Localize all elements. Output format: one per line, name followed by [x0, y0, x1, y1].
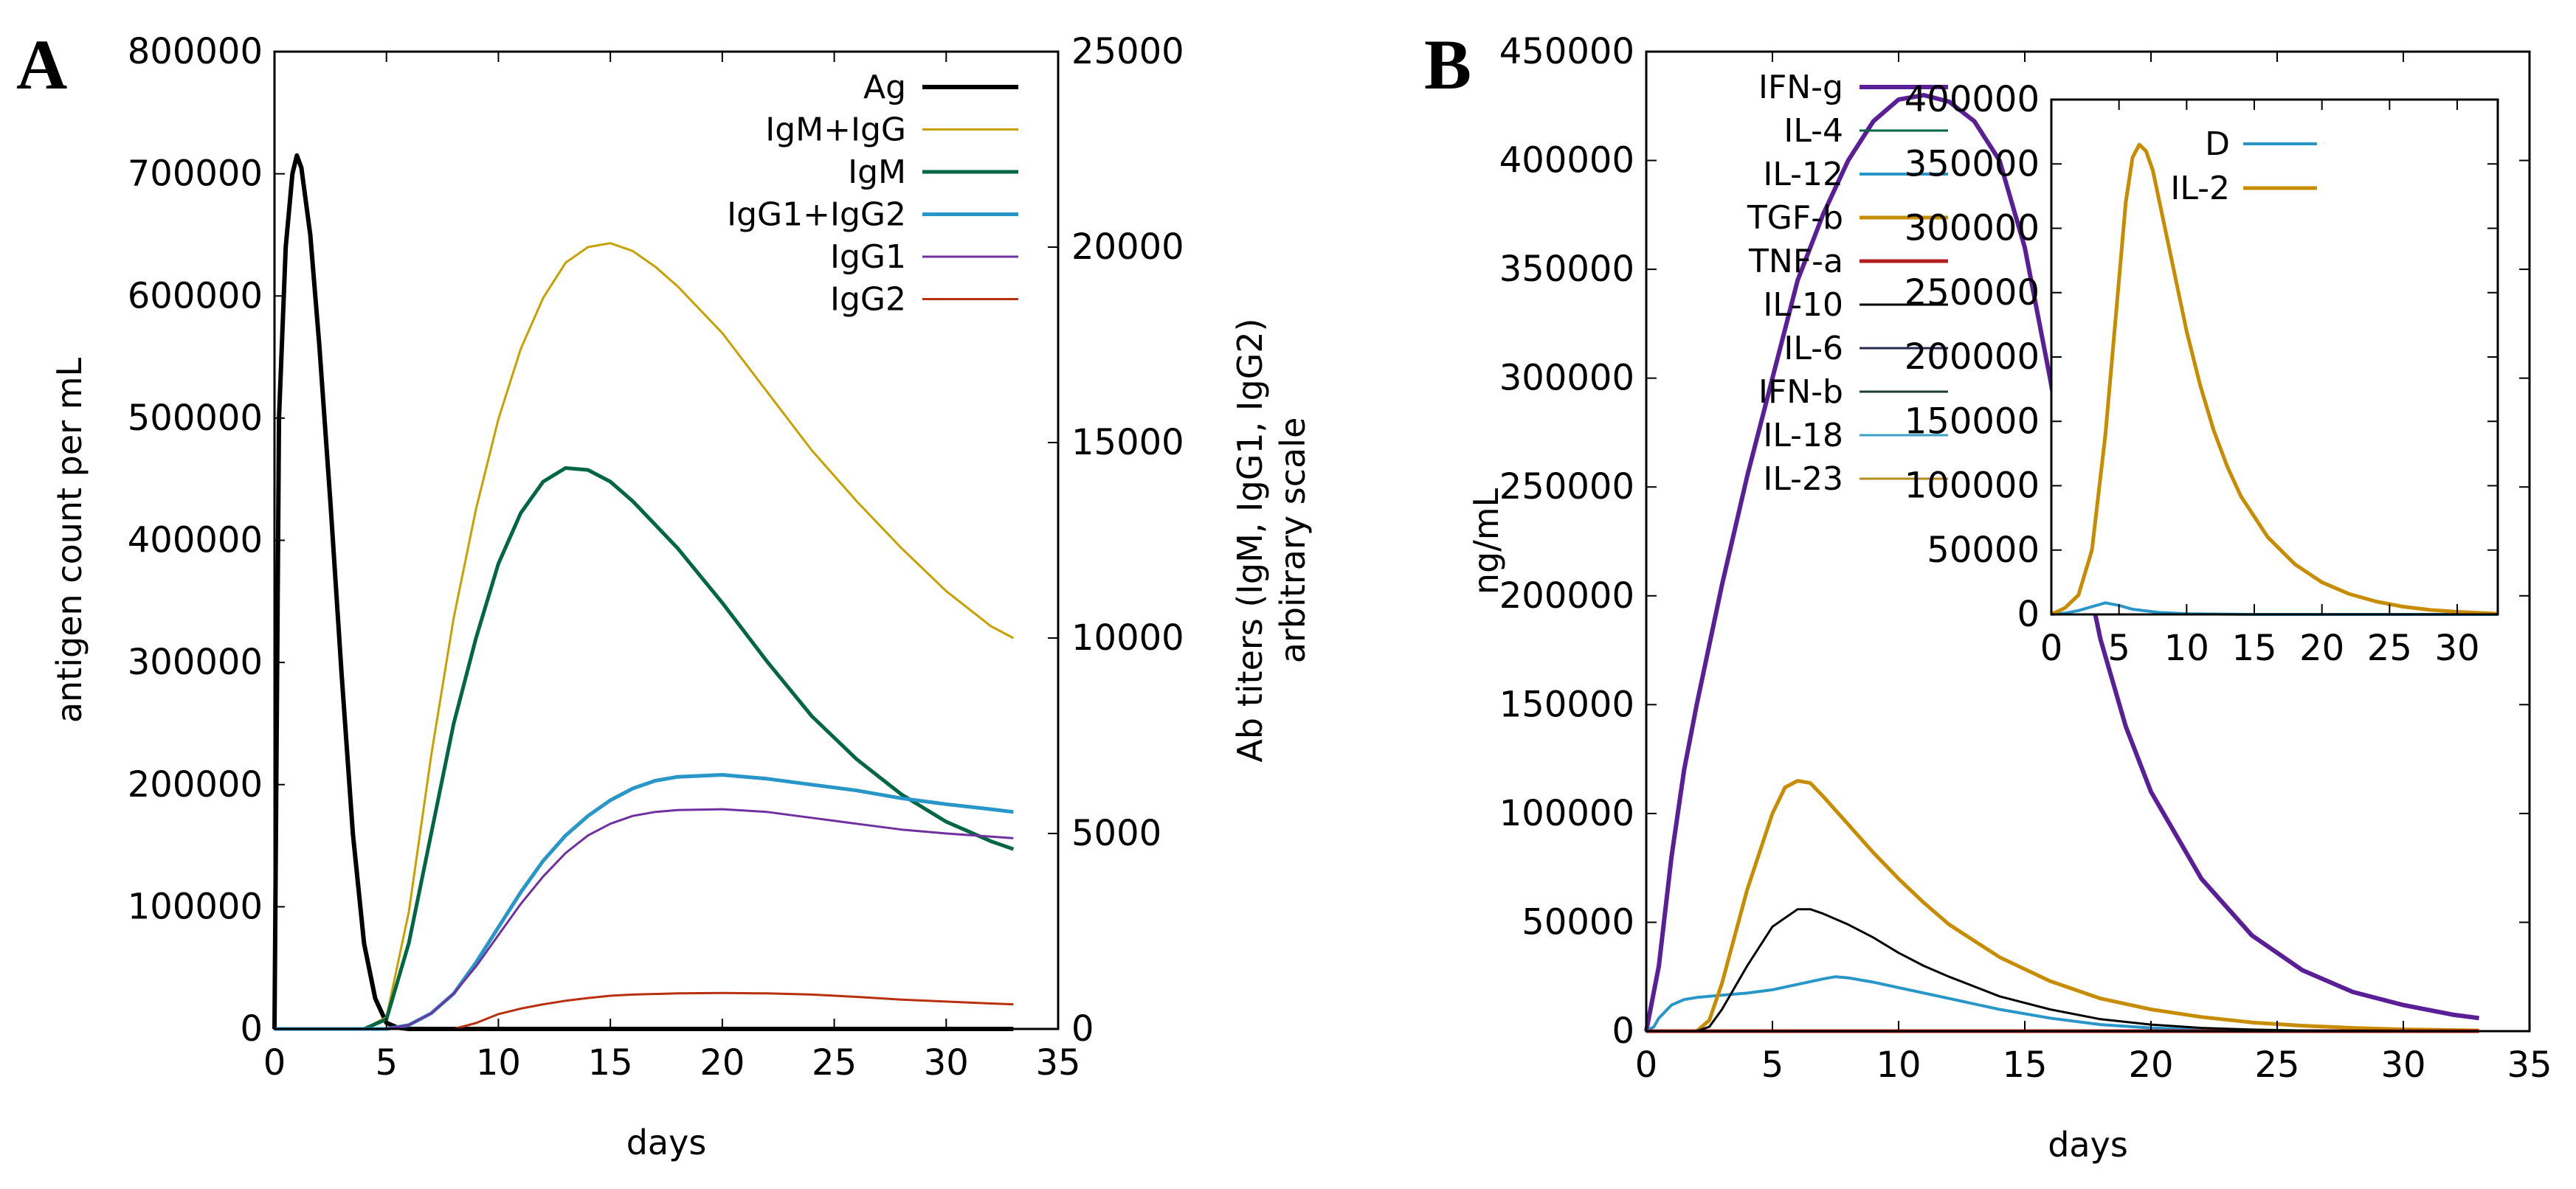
x-tick-label: 0	[1635, 1044, 1658, 1086]
y-tick-label: 450000	[1499, 31, 1634, 72]
x-tick-label: 15	[2002, 1044, 2047, 1086]
y2-axis-label-line: arbitrary scale	[1273, 417, 1313, 664]
legend-label: TGF-b	[1747, 199, 1843, 237]
y-tick-label: 350000	[1499, 249, 1634, 290]
y-axis-label: antigen count per mL	[49, 357, 89, 723]
x-tick-label: 35	[1035, 1042, 1080, 1084]
x-tick-label: 20	[700, 1042, 745, 1084]
legend-label: IL-23	[1763, 460, 1843, 498]
chart-panel-b-inset: 0 5 10 15 20 25 30 0 50000 100000 150000 200000 2500…	[1905, 79, 2499, 669]
x-axis-label: days	[2048, 1125, 2128, 1165]
y-tick-label: 50000	[1522, 901, 1634, 943]
y2-tick-label: 10000	[1071, 617, 1184, 659]
y2-tick-label: 0	[1071, 1008, 1094, 1050]
y-tick-label: 800000	[128, 31, 263, 72]
legend-label: IgG2	[830, 281, 906, 319]
x-tick-label: 0	[263, 1042, 286, 1084]
series-line-tgf-b	[1646, 779, 2479, 1033]
chart-panel-b: 0 5 10 15 20 25 30 35 0 50000 100000 150000 200000 25…	[1466, 31, 2552, 1165]
x-tick-label: 30	[2380, 1044, 2425, 1086]
series-line-ifn-g	[1644, 93, 2479, 1032]
legend-label: IL-10	[1763, 286, 1843, 324]
y-tick-label: 0	[2017, 594, 2040, 635]
legend-label: IgG1+IgG2	[727, 196, 906, 234]
panel-a-letter: A	[16, 25, 67, 104]
x-tick-label: 10	[2164, 628, 2209, 669]
series-line-igg1	[274, 808, 1014, 1030]
chart-panel-a: 0 5 10 15 20 25 30 3501000002000003000004000005…	[49, 31, 1313, 1162]
y-tick-label: 600000	[128, 275, 263, 316]
legend-label: IL-4	[1783, 112, 1843, 150]
legend-label: IFN-b	[1758, 373, 1843, 411]
x-tick-label: 0	[2040, 628, 2063, 669]
y-tick-label: 50000	[1927, 530, 2040, 571]
y-tick-label: 200000	[128, 764, 263, 805]
y-tick-label: 150000	[1905, 401, 2040, 442]
y-tick-label: 0	[240, 1008, 263, 1050]
series-line-il-10	[1646, 908, 2479, 1033]
y2-tick-label: 25000	[1071, 31, 1184, 72]
x-tick-label: 5	[2107, 628, 2130, 669]
y-tick-label: 100000	[128, 886, 263, 927]
y-tick-label: 0	[1612, 1011, 1634, 1052]
y-tick-label: 500000	[128, 398, 263, 439]
series-line-il-12	[1646, 975, 2479, 1033]
legend-label: IgG1	[830, 238, 906, 276]
x-tick-label: 10	[1876, 1044, 1921, 1086]
y2-tick-label: 15000	[1071, 422, 1184, 463]
legend-label: TNF-a	[1748, 243, 1843, 280]
x-tick-label: 30	[924, 1042, 969, 1084]
y-tick-label: 250000	[1499, 466, 1634, 507]
legend-label: IFN-g	[1758, 69, 1843, 106]
x-tick-label: 20	[2128, 1044, 2173, 1086]
y-tick-label: 150000	[1499, 684, 1634, 725]
plot-frame	[273, 50, 1060, 1030]
series-line-igm-igg	[274, 242, 1014, 1030]
y-tick-label: 300000	[128, 642, 263, 683]
y-tick-label: 350000	[1905, 143, 2040, 184]
plot-frame	[1645, 50, 2531, 1033]
legend-label: D	[2205, 125, 2230, 163]
y-tick-label: 250000	[1905, 272, 2040, 313]
legend-label: IL-12	[1763, 156, 1843, 193]
x-tick-label: 15	[2231, 628, 2276, 669]
y2-tick-label: 20000	[1071, 226, 1184, 268]
series-line-igg2	[274, 991, 1014, 1030]
legend-label: IL-18	[1763, 417, 1843, 454]
y-tick-label: 300000	[1499, 358, 1634, 399]
x-tick-label: 25	[2367, 628, 2412, 669]
legend-label: IgM+IgG	[765, 111, 906, 149]
x-tick-label: 20	[2299, 628, 2344, 669]
x-tick-label: 30	[2434, 628, 2479, 669]
panel-b-letter: B	[1424, 25, 1471, 104]
x-tick-label: 25	[2254, 1044, 2299, 1086]
y-tick-label: 300000	[1905, 208, 2040, 249]
x-tick-label: 15	[588, 1042, 633, 1084]
y-tick-label: 400000	[1905, 79, 2040, 120]
x-tick-label: 25	[812, 1042, 857, 1084]
y-tick-label: 200000	[1499, 575, 1634, 617]
x-tick-label: 5	[375, 1042, 398, 1084]
x-tick-label: 5	[1761, 1044, 1784, 1086]
y-tick-label: 400000	[1499, 140, 1634, 181]
y-tick-label: 700000	[128, 153, 263, 195]
y-axis-label: ng/mL	[1466, 488, 1506, 594]
y-tick-label: 100000	[1499, 793, 1634, 834]
x-tick-label: 35	[2507, 1044, 2552, 1086]
legend-label: IgM	[848, 153, 906, 191]
x-tick-label: 10	[476, 1042, 521, 1084]
x-axis-label: days	[626, 1123, 707, 1162]
legend-label: IL-6	[1783, 330, 1843, 367]
y2-axis-label-line: Ab titers (IgM, IgG1, IgG2)	[1230, 318, 1270, 762]
y-tick-label: 100000	[1905, 465, 2040, 507]
y2-tick-label: 5000	[1071, 813, 1161, 854]
y-tick-label: 200000	[1905, 336, 2040, 378]
legend-label: Ag	[863, 69, 906, 106]
y-tick-label: 400000	[128, 520, 263, 561]
series-line-igm	[274, 466, 1015, 1031]
legend-label: IL-2	[2170, 170, 2230, 207]
